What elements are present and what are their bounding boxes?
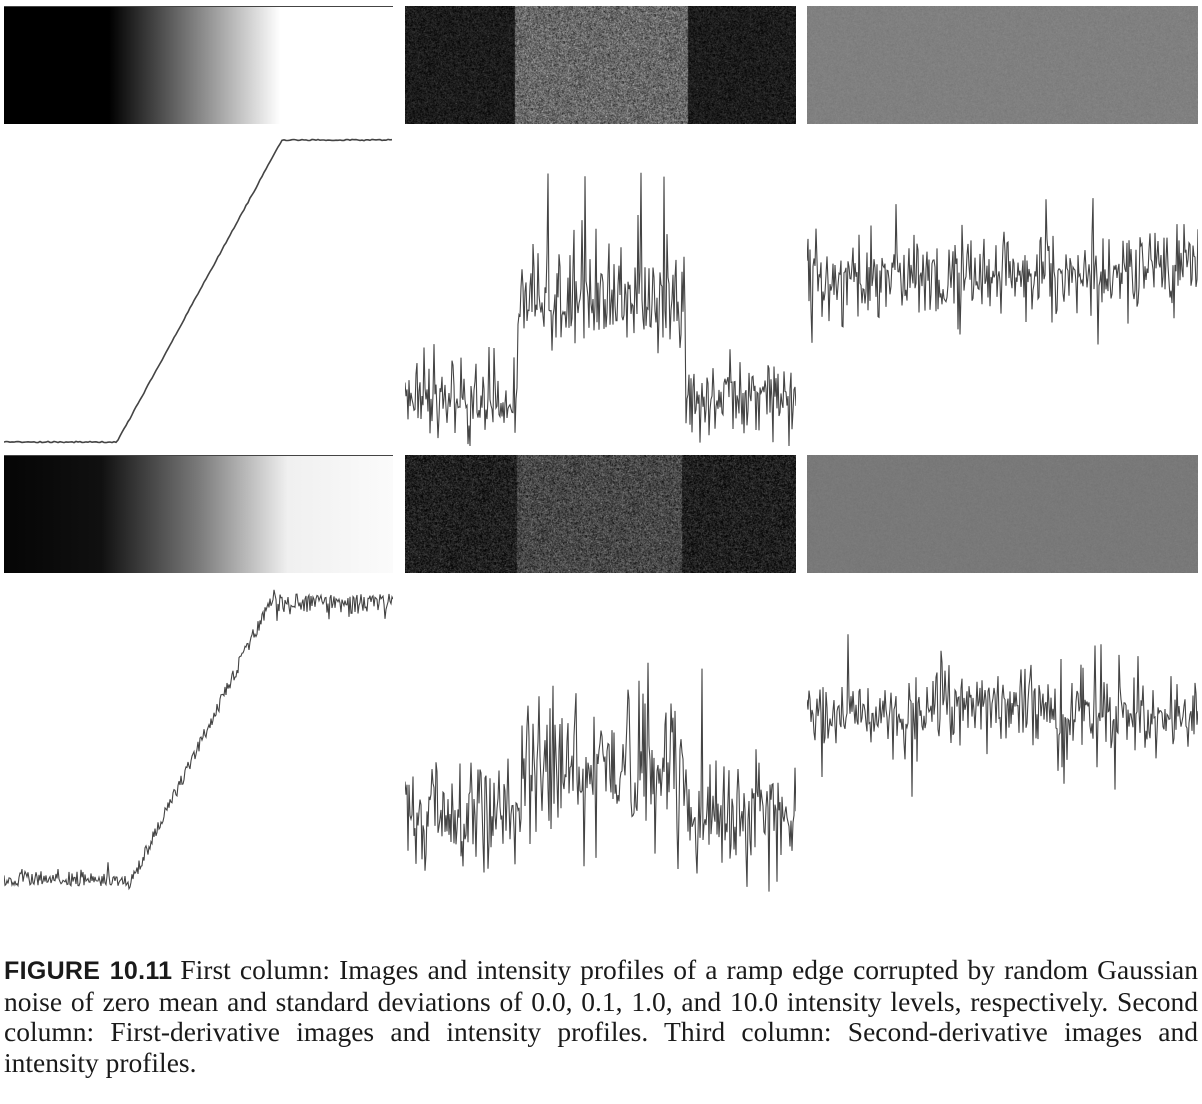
first-derivative-image — [405, 455, 796, 573]
ramp-image — [4, 6, 393, 124]
figure-caption: FIGURE 10.11 First column: Images and int… — [4, 954, 1198, 1078]
ramp-image-panel-1 — [4, 6, 393, 124]
ramp-image — [4, 455, 393, 573]
figure-label: FIGURE 10.11 — [4, 957, 173, 985]
second-derivative-profile-panel-1 — [807, 130, 1198, 448]
first-profile-line — [405, 172, 796, 447]
ramp-intensity-profile — [4, 589, 393, 891]
first-derivative-intensity-profile — [405, 172, 796, 447]
first-derivative-image-panel-1 — [405, 6, 796, 124]
ramp-image-panel-2 — [4, 455, 393, 573]
first-profile-line — [405, 662, 796, 892]
ramp-profile-panel-1 — [4, 130, 393, 448]
second-derivative-image-panel-2 — [807, 455, 1198, 573]
ramp-profile-line — [4, 138, 393, 444]
first-derivative-intensity-profile — [405, 662, 796, 892]
second-derivative-intensity-profile — [807, 198, 1198, 345]
ramp-profile-panel-2 — [4, 580, 393, 898]
second-derivative-intensity-profile — [807, 634, 1198, 797]
first-derivative-profile-panel-1 — [405, 130, 796, 448]
first-derivative-image-panel-2 — [405, 455, 796, 573]
second-derivative-image — [807, 455, 1198, 573]
second-derivative-image — [807, 6, 1198, 124]
first-derivative-image — [405, 6, 796, 124]
first-derivative-profile-panel-2 — [405, 580, 796, 898]
second-profile-line — [807, 198, 1198, 345]
ramp-profile-line — [4, 589, 393, 891]
second-derivative-image-panel-1 — [807, 6, 1198, 124]
ramp-intensity-profile — [4, 138, 393, 444]
second-derivative-profile-panel-2 — [807, 580, 1198, 898]
figure-caption-text: First column: Images and intensity profi… — [4, 954, 1198, 1078]
second-profile-line — [807, 634, 1198, 797]
